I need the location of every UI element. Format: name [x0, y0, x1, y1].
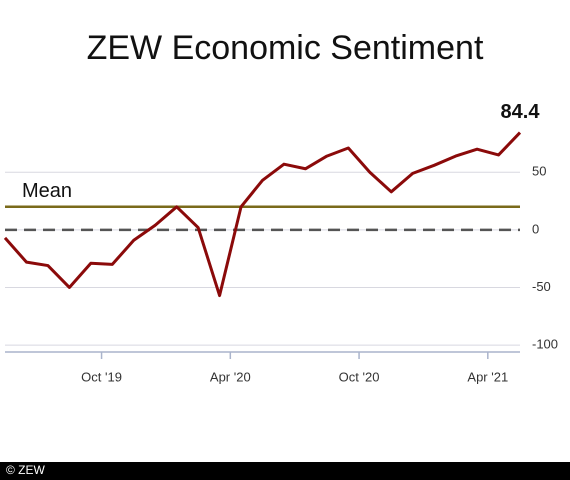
y-tick-label: 0: [532, 221, 539, 236]
x-tick-label: Apr '20: [210, 369, 251, 384]
x-tick-label: Apr '21: [467, 369, 508, 384]
x-tick-label: Oct '20: [339, 369, 380, 384]
mean-label: Mean: [22, 180, 72, 202]
line-series: [3, 131, 522, 298]
y-tick-label: -100: [532, 337, 558, 352]
chart-title: ZEW Economic Sentiment: [87, 29, 484, 67]
y-tick-label: 50: [532, 164, 546, 179]
y-tick-label: -50: [532, 279, 551, 294]
footer-bar: [0, 462, 570, 480]
data-label: 84.4: [501, 101, 541, 123]
x-tick-label: Oct '19: [81, 369, 122, 384]
footer: © ZEW: [6, 463, 46, 477]
